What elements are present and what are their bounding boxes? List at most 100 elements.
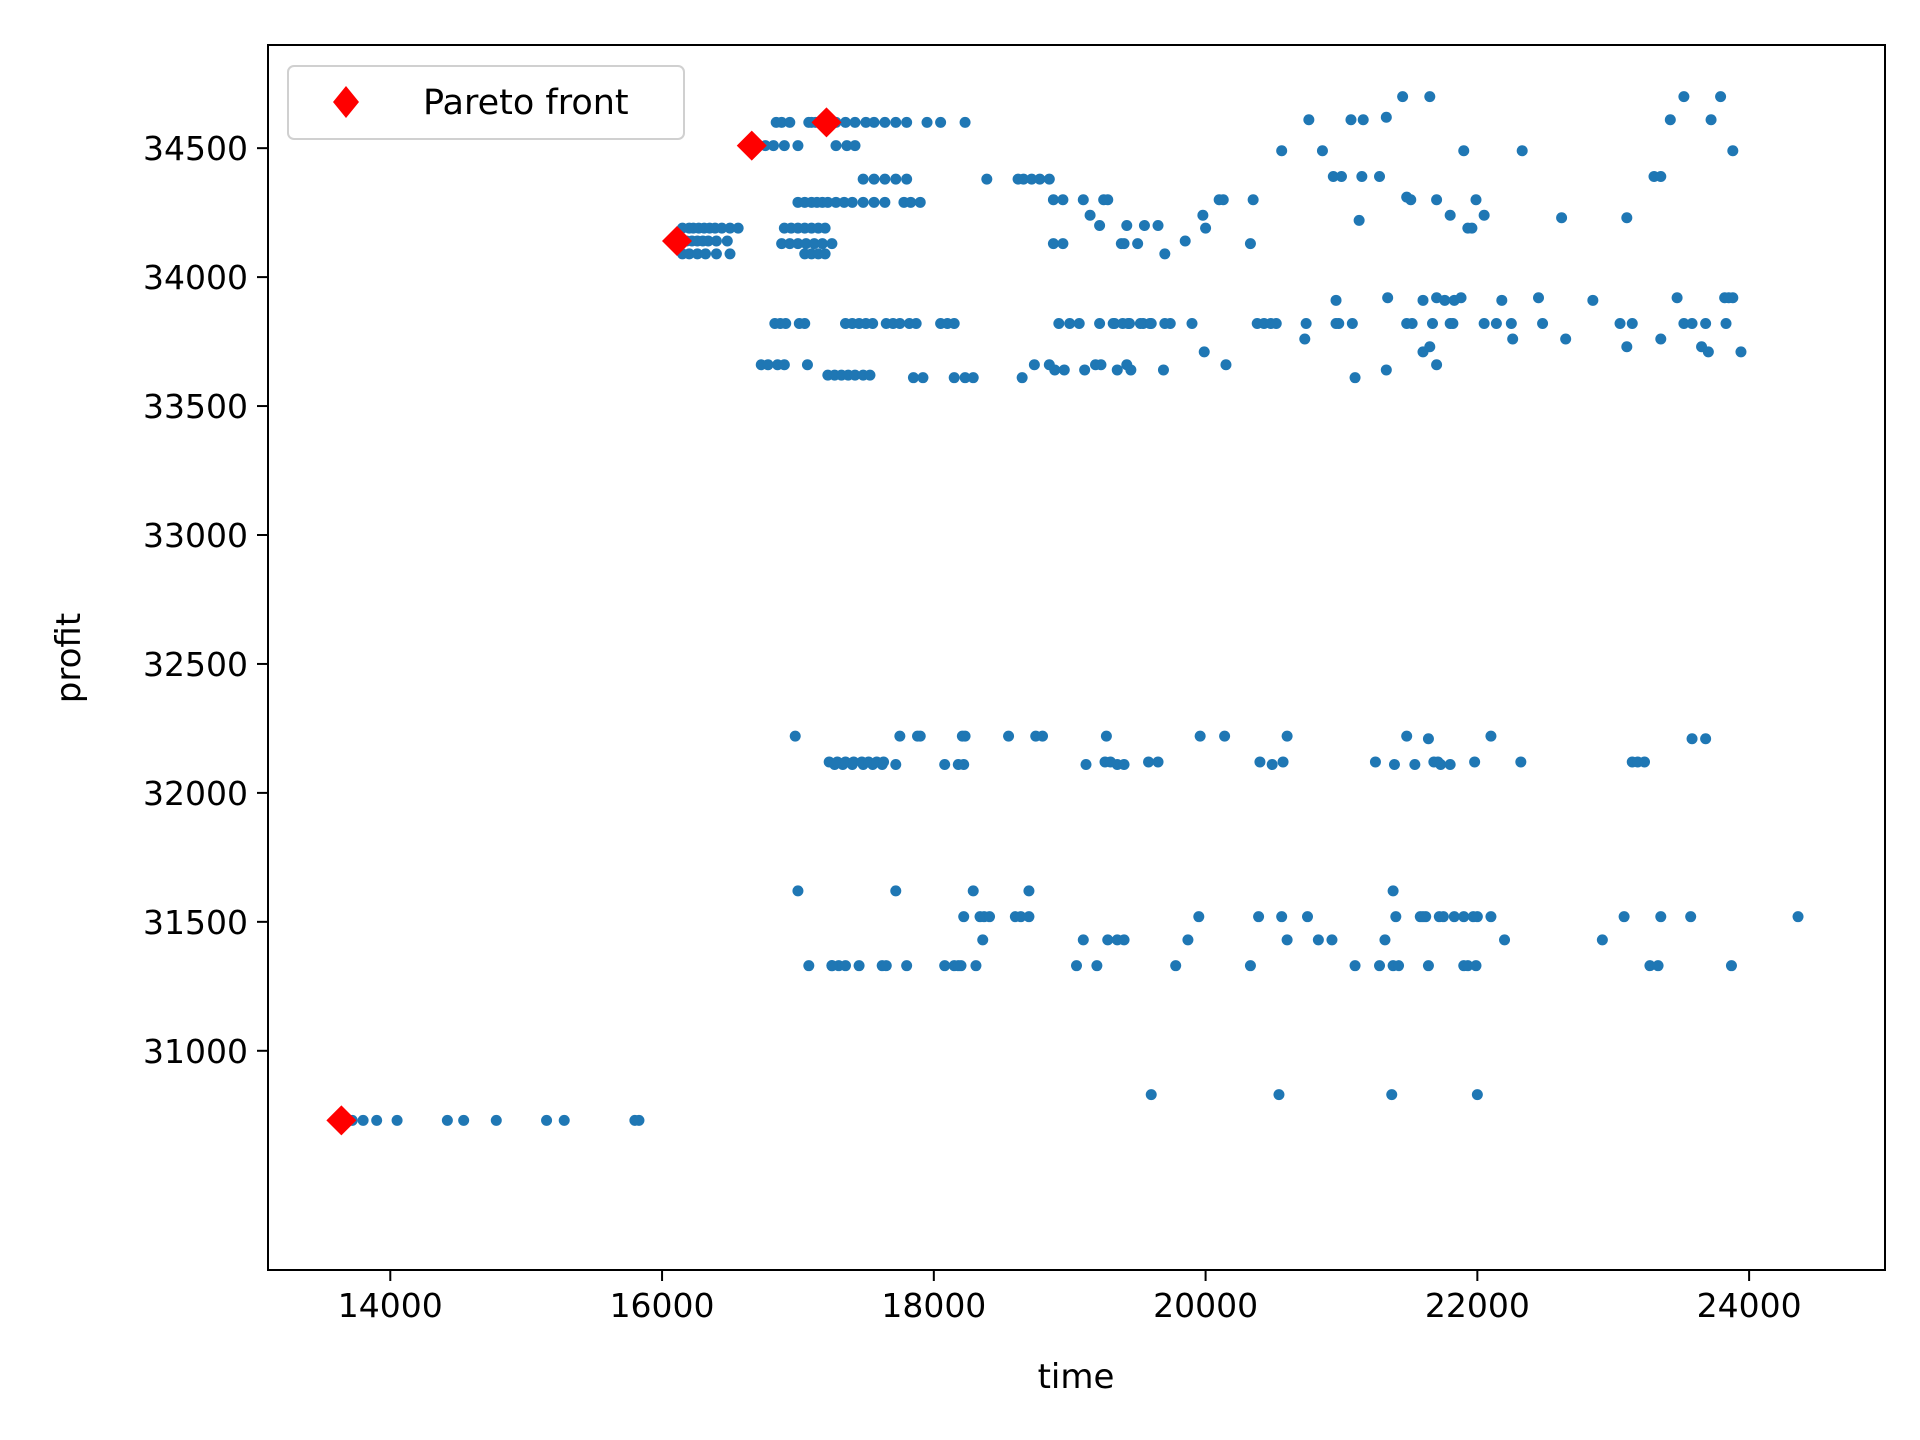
data-point xyxy=(1700,318,1712,330)
y-tick-label: 33500 xyxy=(143,387,248,426)
data-point xyxy=(1077,194,1089,206)
data-point xyxy=(762,359,774,371)
data-point xyxy=(857,196,869,208)
data-point xyxy=(831,756,843,768)
data-point xyxy=(826,238,838,250)
data-point xyxy=(1417,911,1429,923)
data-point xyxy=(864,369,876,381)
data-point xyxy=(1244,238,1256,250)
data-point xyxy=(784,238,796,250)
data-point xyxy=(721,235,733,247)
data-point xyxy=(792,238,804,250)
data-point xyxy=(1094,220,1106,232)
data-point xyxy=(1349,960,1361,972)
data-point xyxy=(1047,238,1059,250)
data-point xyxy=(1312,934,1324,946)
data-point xyxy=(724,248,736,260)
data-point xyxy=(1655,333,1667,345)
pareto-point xyxy=(811,107,842,138)
data-point xyxy=(792,885,804,897)
data-point xyxy=(1094,318,1106,330)
data-point xyxy=(1018,173,1030,185)
y-tick-label: 34500 xyxy=(143,129,248,168)
data-point xyxy=(700,248,712,260)
data-point xyxy=(1507,333,1519,345)
data-point xyxy=(776,116,788,128)
data-point xyxy=(1145,1089,1157,1101)
data-point xyxy=(1034,173,1046,185)
data-point xyxy=(1638,756,1650,768)
data-point xyxy=(948,372,960,384)
data-point xyxy=(767,140,779,152)
data-point xyxy=(1432,756,1444,768)
data-point xyxy=(1470,194,1482,206)
data-point xyxy=(1197,209,1209,221)
data-point xyxy=(1485,911,1497,923)
pareto-point xyxy=(326,1105,357,1136)
data-point xyxy=(910,318,922,330)
plot-frame xyxy=(267,44,1886,1271)
data-point xyxy=(776,238,788,250)
data-point xyxy=(867,318,879,330)
data-point xyxy=(1485,730,1497,742)
data-point xyxy=(371,1114,383,1126)
data-point xyxy=(868,173,880,185)
data-point xyxy=(1516,145,1528,157)
data-point xyxy=(1330,294,1342,306)
data-point xyxy=(914,196,926,208)
data-point xyxy=(1349,372,1361,384)
data-point xyxy=(1157,364,1169,376)
data-point xyxy=(1621,212,1633,224)
data-point xyxy=(1470,960,1482,972)
data-point xyxy=(1159,318,1171,330)
data-point xyxy=(1276,911,1288,923)
data-point xyxy=(702,235,714,247)
data-point xyxy=(1374,171,1386,183)
data-point xyxy=(1028,359,1040,371)
data-point xyxy=(848,756,860,768)
data-point xyxy=(1121,220,1133,232)
data-point xyxy=(1015,911,1027,923)
data-point xyxy=(1424,91,1436,103)
pareto-layer xyxy=(326,107,842,1136)
data-point xyxy=(1244,960,1256,972)
data-point xyxy=(1281,934,1293,946)
data-point xyxy=(1159,248,1171,260)
data-point xyxy=(890,759,902,771)
y-axis-label: profit xyxy=(49,613,89,703)
data-point xyxy=(1447,318,1459,330)
data-point xyxy=(1725,960,1737,972)
pareto-point xyxy=(662,226,693,256)
data-point xyxy=(1316,145,1328,157)
data-point xyxy=(1220,359,1232,371)
data-point xyxy=(1077,934,1089,946)
data-point xyxy=(840,756,851,768)
data-point xyxy=(1023,885,1035,897)
data-point xyxy=(1152,756,1164,768)
data-point xyxy=(1427,318,1439,330)
data-point xyxy=(1281,730,1293,742)
y-tick-label: 33000 xyxy=(143,516,248,555)
data-point xyxy=(1455,292,1467,304)
data-point xyxy=(890,173,902,185)
x-tick-label: 20000 xyxy=(1153,1286,1258,1325)
data-point xyxy=(1095,359,1107,371)
data-point xyxy=(1715,91,1727,103)
data-point xyxy=(970,960,982,972)
data-point xyxy=(1671,292,1683,304)
data-point xyxy=(846,196,858,208)
data-point xyxy=(890,885,902,897)
data-point xyxy=(912,730,924,742)
data-point xyxy=(1439,294,1451,306)
data-point xyxy=(1104,756,1116,768)
data-point xyxy=(1080,759,1092,771)
data-point xyxy=(1102,194,1114,206)
data-point xyxy=(1299,333,1311,345)
data-point xyxy=(1345,114,1357,126)
data-point xyxy=(799,318,811,330)
x-tick-label: 18000 xyxy=(881,1286,986,1325)
data-point xyxy=(803,960,815,972)
data-point xyxy=(1515,756,1527,768)
data-point xyxy=(1064,318,1076,330)
data-point xyxy=(1621,341,1633,353)
